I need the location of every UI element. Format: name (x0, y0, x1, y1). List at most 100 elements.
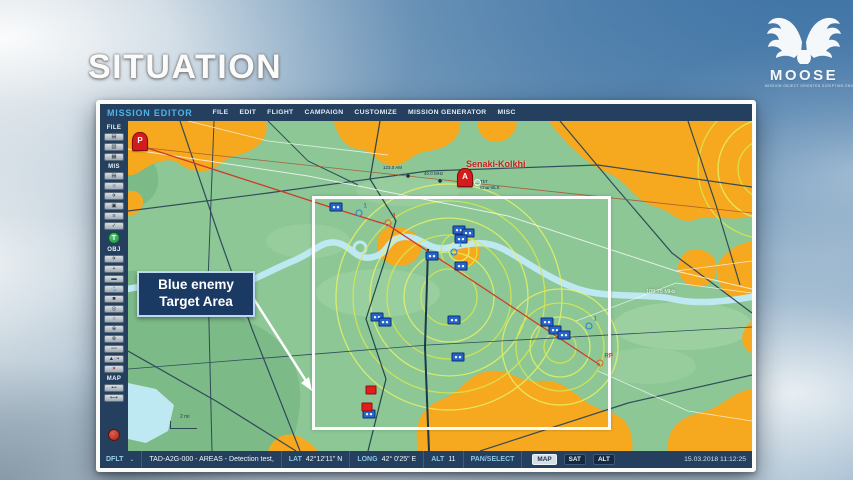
blue-unit-marker[interactable] (461, 228, 475, 238)
airport-ring-icon (474, 179, 481, 186)
blue-unit-marker[interactable] (447, 315, 461, 325)
sidebar-button-briefing[interactable]: ▤ (104, 172, 124, 180)
moose-logo-tagline: MISSION OBJECT ORIENTED SCRIPTING ENVIRO… (765, 84, 853, 88)
target-area-callout: Blue enemy Target Area (137, 271, 255, 317)
toolbar-sidebar: FILE ▤ ▧ ▦ MIS ▤ ☼ ✈ ▣ ≡ ✓ T OBJ ✈ + ▬ ⚓ ■ ◎ ○ ⊕ ⊗ ▫▫▫ ▲◌▪ × MAP ⊷… (100, 121, 128, 451)
sidebar-button-weather[interactable]: ☼ (104, 182, 124, 190)
beacon-icon: ◆ (405, 173, 411, 180)
sidebar-button-template[interactable]: ⊕ (104, 325, 124, 333)
waypoint-1[interactable]: 1 (384, 214, 396, 227)
longitude-readout: LONG 42° 0'25" E (349, 451, 423, 468)
datetime-label: 15.03.2018 11:12:25 (684, 456, 746, 463)
beacon1-label: 123.0 AM (383, 165, 403, 170)
scale-label: 2 mi (180, 414, 190, 420)
beacon2-label: 40.0 MHz (424, 171, 444, 176)
sidebar-button-map-range[interactable]: ⟷ (104, 394, 124, 402)
blue-unit-marker[interactable] (329, 202, 343, 212)
sidebar-button-bullseye[interactable]: ▣ (104, 202, 124, 210)
blue-unit-marker[interactable] (548, 325, 562, 335)
sidebar-button-options[interactable]: ≡ (104, 212, 124, 220)
sidebar-button-group-list[interactable]: ▫▫▫ (104, 345, 124, 353)
sidebar-button-airplane-group[interactable]: ✈ (104, 255, 124, 263)
airport-tag-line1: TkT (480, 179, 488, 184)
frequency-label: 109.75 MHz (646, 289, 676, 295)
airport-name-label: Senaki-Kolkhi (466, 159, 526, 169)
blue-unit-marker[interactable] (540, 317, 554, 327)
sidebar-button-ship-group[interactable]: ⚓ (104, 285, 124, 293)
menu-item-flight[interactable]: FLIGHT (267, 109, 294, 116)
page-title: SITUATION (88, 48, 283, 86)
sidebar-button-new-mission[interactable]: ▤ (104, 133, 124, 141)
blue-unit-marker[interactable] (425, 251, 439, 261)
menu-item-file[interactable]: FILE (212, 109, 229, 116)
sidebar-button-effect[interactable]: ⊗ (104, 335, 124, 343)
sidebar-button-farp[interactable]: ◎ (104, 305, 124, 313)
airport-tag-line2: Char-BLK (480, 185, 500, 190)
sidebar-button-flight-planner[interactable]: ✈ (104, 192, 124, 200)
blue-unit-marker[interactable] (454, 234, 468, 244)
sidebar-button-static-object[interactable]: ■ (104, 295, 124, 303)
waypoint-label: 1 (458, 242, 462, 249)
chevron-down-icon: ⌄ (129, 457, 135, 463)
layer-button-sat[interactable]: SAT (563, 454, 586, 465)
blue-unit-marker[interactable] (378, 317, 392, 327)
sidebar-section-obj: OBJ (107, 247, 121, 253)
sidebar-button-open-mission[interactable]: ▧ (104, 143, 124, 151)
content-row: FILE ▤ ▧ ▦ MIS ▤ ☼ ✈ ▣ ≡ ✓ T OBJ ✈ + ▬ ⚓ ■ ◎ ○ ⊕ ⊗ ▫▫▫ ▲◌▪ × MAP ⊷… (100, 121, 752, 451)
waypoint-1[interactable]: 1 (450, 243, 462, 256)
sidebar-button-record[interactable] (108, 429, 120, 441)
blue-unit-marker[interactable] (557, 330, 571, 340)
map-canvas[interactable]: Senaki-Kolkhi TkT Char-BLK 123.0 AM 40.0… (128, 121, 752, 451)
menu-item-misc[interactable]: MISC (497, 109, 516, 116)
menu-item-campaign[interactable]: CAMPAIGN (304, 109, 344, 116)
profile-selector[interactable]: DFLT ⌄ (106, 451, 141, 468)
units-layer: Senaki-Kolkhi TkT Char-BLK 123.0 AM 40.0… (128, 121, 752, 451)
airport-shield-a[interactable]: A (457, 168, 473, 187)
waypoint-label: 1 (363, 203, 367, 210)
blue-unit-marker[interactable] (451, 352, 465, 362)
blue-unit-marker[interactable] (454, 261, 468, 271)
menu-item-customize[interactable]: CUSTOMIZE (354, 109, 398, 116)
red-unit-marker[interactable] (365, 385, 377, 395)
waypoint-label: RP (604, 353, 613, 360)
layer-button-alt[interactable]: ALT (592, 454, 615, 465)
moose-antlers-icon (767, 17, 841, 65)
sidebar-button-draw-shapes[interactable]: ▲◌▪ (104, 355, 124, 363)
menu-item-mission-generator[interactable]: MISSION GENERATOR (408, 109, 487, 116)
layer-buttons: MAP SAT ALT (521, 451, 621, 468)
sidebar-button-validate[interactable]: ✓ (104, 222, 124, 230)
sidebar-button-mission-time[interactable]: T (108, 232, 120, 244)
waypoint-label: 1 (593, 316, 597, 323)
menu-item-edit[interactable]: EDIT (239, 109, 257, 116)
red-unit-marker[interactable] (361, 402, 373, 412)
target-area-rectangle (312, 196, 611, 430)
sidebar-button-trigger-zone[interactable]: ○ (104, 315, 124, 323)
profile-label: DFLT (106, 456, 124, 463)
sidebar-button-save-mission[interactable]: ▦ (104, 153, 124, 161)
waypoint-1[interactable]: 1 (355, 204, 367, 217)
layer-button-map[interactable]: MAP (532, 454, 557, 465)
sidebar-button-vehicle-group[interactable]: ▬ (104, 275, 124, 283)
blue-unit-marker[interactable] (370, 312, 384, 322)
mission-name: TAD-A2G-000 - AREAS - Detection test, (141, 451, 280, 468)
latitude-readout: LAT 42°12'11" N (280, 451, 350, 468)
sidebar-button-delete-object[interactable]: × (104, 365, 124, 373)
waypoint-rp[interactable]: RP (596, 354, 613, 367)
map-terrain (128, 121, 752, 451)
sidebar-button-helicopter-group[interactable]: + (104, 265, 124, 273)
moose-logo-text: MOOSE (769, 67, 839, 84)
sidebar-button-measure-distance[interactable]: ⊷ (104, 384, 124, 392)
statusbar: DFLT ⌄ TAD-A2G-000 - AREAS - Detection t… (100, 451, 752, 468)
waypoint-1[interactable]: 1 (585, 317, 597, 330)
titlebar: MISSION EDITOR FILE EDIT FLIGHT CAMPAIGN CUS… (100, 104, 752, 121)
moose-logo: MOOSE MISSION OBJECT ORIENTED SCRIPTING … (765, 12, 853, 88)
sidebar-section-map: MAP (106, 376, 122, 382)
airport-shield-p[interactable]: P (132, 132, 148, 151)
sidebar-section-file: FILE (106, 125, 122, 131)
sidebar-section-mis: MIS (108, 164, 120, 170)
callout-arrow (248, 292, 312, 391)
scale-ruler (170, 421, 197, 429)
altitude-readout: ALT 11 (423, 451, 462, 468)
beacon-icon: ◆ (437, 178, 443, 185)
